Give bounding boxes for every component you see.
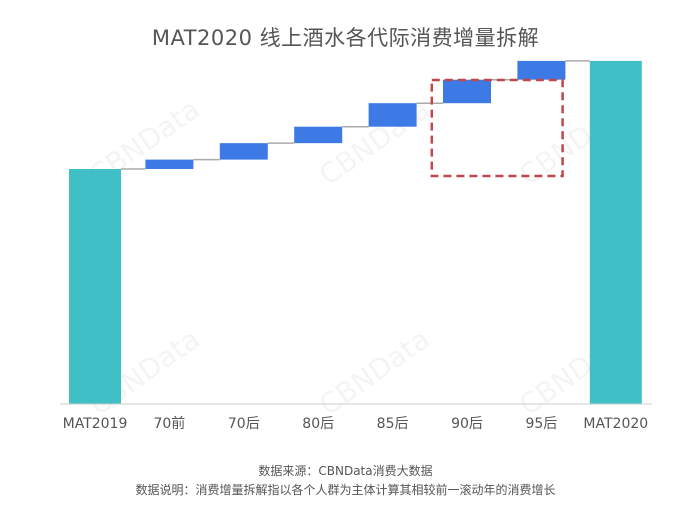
x-tick-labels: MAT2019 70前 70后 80后 85后 90后 95后 MAT2020 [63,415,649,432]
bar-4 [294,126,343,144]
bar-7 [517,60,566,80]
bar-3 [219,143,268,160]
bar-5 [368,103,417,127]
bar-1 [69,169,121,404]
x-tick-label-8: MAT2020 [583,416,648,432]
bar-6 [443,79,491,104]
bars-layer [69,60,642,405]
x-tick-label-1: MAT2019 [63,416,128,432]
connectors-layer [121,60,590,170]
x-tick-label-2: 70前 [153,415,185,432]
x-tick-label-4: 80后 [302,416,334,432]
footer-source: 数据来源：CBNData消费大数据 [258,464,433,478]
x-tick-label-7: 95后 [525,416,557,432]
highlight-layer [430,78,564,178]
chart-title: MAT2020 线上酒水各代际消费增量拆解 [151,26,540,50]
x-tick-label-6: 90后 [451,416,483,432]
footer-note: 数据说明：消费增量拆解指以各个人群为主体计算其相较前一滚动年的消费增长 [135,483,556,497]
highlight-box [430,78,564,178]
x-tick-label-3: 70后 [228,416,260,432]
bar-2 [145,159,194,169]
bar-8 [589,60,642,405]
watermark-4: CBNData [313,322,436,422]
x-tick-label-5: 85后 [377,416,409,432]
